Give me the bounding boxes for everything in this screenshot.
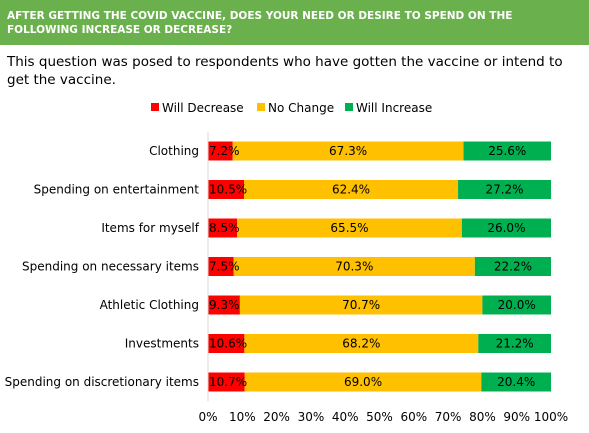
bar-segment: [463, 141, 551, 161]
bar-segment: [232, 141, 464, 161]
category-label: Athletic Clothing: [100, 298, 199, 312]
data-label: 26.0%: [487, 221, 525, 235]
category-label: Investments: [125, 337, 199, 351]
bar-segment: [233, 257, 475, 276]
category-label: Items for myself: [101, 221, 199, 235]
data-label: 10.5%: [209, 183, 247, 197]
bar-segment: [481, 372, 551, 392]
data-label: 10.6%: [209, 337, 247, 351]
bar-segment: [208, 334, 245, 353]
question-header: AFTER GETTING THE COVID VACCINE, DOES YO…: [0, 0, 589, 45]
category-label: Spending on entertainment: [34, 183, 200, 197]
data-label: 69.0%: [344, 375, 382, 389]
legend-swatch: [257, 103, 265, 111]
x-tick-label: 100%: [534, 410, 568, 424]
subtitle: This question was posed to respondents w…: [7, 54, 563, 88]
category-label: Spending on necessary items: [22, 260, 199, 274]
data-label: 70.7%: [342, 298, 380, 312]
x-tick-label: 30%: [298, 410, 325, 424]
x-tick-label: 20%: [263, 410, 290, 424]
question-title: AFTER GETTING THE COVID VACCINE, DOES YO…: [7, 10, 513, 36]
data-label: 20.0%: [498, 298, 536, 312]
bar-segment: [208, 218, 238, 238]
x-tick-label: 50%: [366, 410, 393, 424]
category-label: Clothing: [149, 144, 199, 158]
bar-segment: [478, 334, 551, 353]
data-label: 25.6%: [488, 144, 526, 158]
data-label: 20.4%: [497, 375, 535, 389]
bar-segment: [208, 372, 245, 392]
bar-segment: [244, 372, 482, 392]
data-label: 9.3%: [209, 298, 240, 312]
x-tick-label: 80%: [469, 410, 496, 424]
category-label: Spending on discretionary items: [5, 375, 199, 389]
x-tick-label: 10%: [229, 410, 256, 424]
x-tick-label: 40%: [332, 410, 359, 424]
bar-segment: [208, 257, 234, 276]
legend-label: Will Increase: [356, 101, 432, 115]
legend-swatch: [345, 103, 353, 111]
legend-label: Will Decrease: [162, 101, 244, 115]
bar-segment: [244, 334, 479, 353]
data-label: 68.2%: [342, 337, 380, 351]
bar-segment: [208, 295, 240, 315]
x-tick-label: 90%: [503, 410, 530, 424]
bar-segment: [461, 218, 551, 238]
bar-segment: [239, 295, 483, 315]
bar-segment: [208, 141, 233, 161]
data-label: 65.5%: [330, 221, 368, 235]
data-label: 21.2%: [496, 337, 534, 351]
bar-segment: [237, 218, 462, 238]
bar-segment: [474, 257, 551, 276]
x-tick-label: 70%: [435, 410, 462, 424]
legend-label: No Change: [268, 101, 334, 115]
bar-segment: [244, 180, 459, 199]
data-label: 8.5%: [209, 221, 240, 235]
x-tick-label: 0%: [198, 410, 217, 424]
bar-segment: [482, 295, 551, 315]
data-label: 62.4%: [332, 183, 370, 197]
data-label: 70.3%: [335, 260, 373, 274]
data-label: 7.2%: [209, 144, 240, 158]
x-tick-label: 60%: [400, 410, 427, 424]
data-label: 27.2%: [485, 183, 523, 197]
bar-segment: [208, 180, 245, 199]
legend-swatch: [151, 103, 159, 111]
data-label: 67.3%: [329, 144, 367, 158]
data-label: 22.2%: [494, 260, 532, 274]
bar-segment: [458, 180, 551, 199]
data-label: 7.5%: [209, 260, 240, 274]
data-label: 10.7%: [209, 375, 247, 389]
